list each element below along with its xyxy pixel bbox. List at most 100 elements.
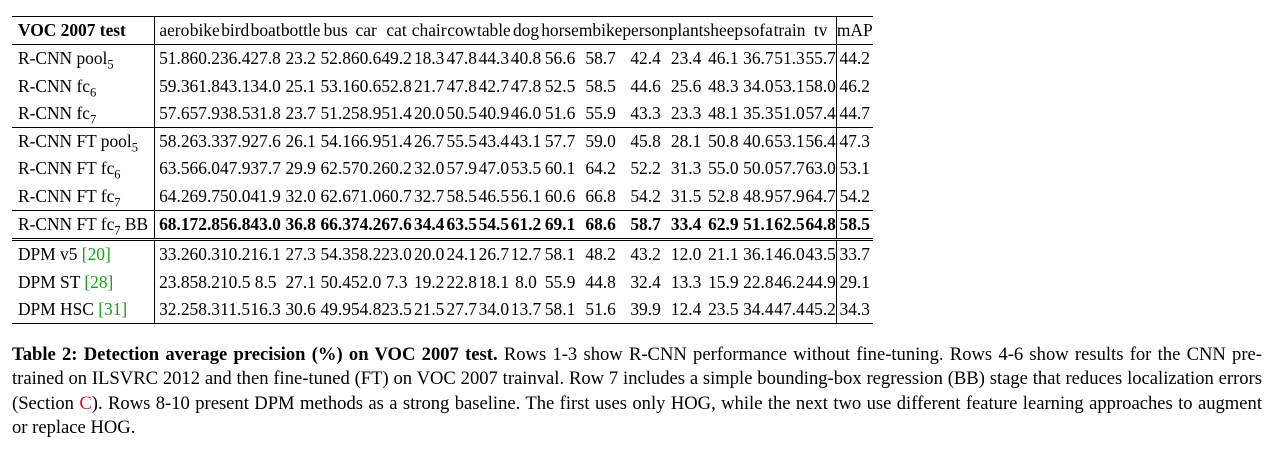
column-header-bike: bike [189,20,220,40]
cell-tv: 44.9 [805,268,837,296]
cell-cat: 23.5 [381,295,412,325]
cell-mbike: 58.5 [585,75,616,96]
row-label-subscript: 7 [114,223,121,238]
cell-cow: 57.9 [446,158,477,179]
row-label-base: R-CNN pool [18,48,108,69]
cell-mbike: 59.0 [578,127,623,156]
table-row: DPM v5 [20] 33.2 60.3 10.2 16.1 27.3 54.3 58.2 2… [12,238,873,269]
cell-bike: 61.8 [189,75,220,96]
cell-sheep: 48.1 [708,102,739,123]
cell-horse: 56.6 [544,48,576,69]
cell-sheep: 46.1 [708,48,739,69]
cell-mbike: 58.7 [585,48,616,69]
column-header-tv: tv [805,16,837,45]
cell-train: 53.1 [774,75,805,96]
cell-train: 53.1 [773,127,806,156]
cell-aero: 63.5 [159,158,190,179]
cell-cow: 58.5 [446,185,477,206]
cell-plant: 12.4 [668,295,704,325]
cell-map: 34.3 [836,295,873,325]
cell-chair: 18.3 [413,48,445,69]
cell-cat: 23.0 [381,238,412,269]
cell-bird: 10.5 [219,271,251,292]
cell-sofa: 22.8 [743,271,774,292]
cell-table: 46.5 [478,185,510,206]
row-label: R-CNN FT pool5 [12,127,156,156]
row-label: R-CNN FT fc6 [12,155,156,183]
cell-bus: 54.3 [320,238,351,269]
cell-bike: 57.9 [189,102,220,123]
citation-link[interactable]: [28] [84,271,114,292]
cell-sheep: 21.1 [703,238,744,269]
row-label-subscript: 5 [107,57,114,72]
cell-plant: 31.3 [670,158,702,179]
cell-train: 51.0 [774,102,805,123]
citation-link[interactable]: [20] [81,244,111,265]
cell-plant: 13.3 [670,271,702,292]
cell-sheep: 52.8 [708,185,739,206]
cell-bottle: 27.3 [280,238,321,269]
row-label-subscript: 7 [89,112,97,127]
column-header-horse: horse [541,20,579,40]
cell-tv: 57.4 [805,99,837,128]
cell-bottle: 36.8 [280,210,321,240]
cell-chair: 32.7 [413,185,445,206]
cell-bike: 72.8 [189,210,220,240]
row-label-subscript: 6 [89,85,97,100]
cell-table: 18.1 [478,271,510,292]
cell-aero: 64.2 [159,185,190,206]
cell-plant: 23.4 [670,48,702,69]
cell-car: 60.6 [350,75,382,96]
row-label-base: R-CNN FT fc [18,185,115,206]
cell-bus: 51.2 [320,102,351,123]
row-label-base: R-CNN FT fc [18,158,115,179]
cell-cat: 51.4 [381,102,412,123]
cell-mbike: 51.6 [578,295,623,325]
row-label-subscript: 6 [114,167,121,182]
cell-chair: 32.0 [413,158,445,179]
cell-bus: 62.6 [320,185,351,206]
cell-chair: 19.2 [413,271,445,292]
column-header-cat: cat [386,20,407,40]
cell-bus: 52.8 [320,48,351,69]
cell-person: 44.6 [630,75,661,96]
cell-dog: 13.7 [510,295,542,325]
row-label-base: R-CNN FT fc [18,214,115,235]
cell-horse: 58.1 [541,238,579,269]
cell-bird: 56.8 [219,210,251,240]
cell-horse: 60.6 [544,185,576,206]
cell-bird: 37.9 [219,127,251,156]
cell-dog: 40.8 [510,48,542,69]
cell-boat: 43.0 [250,210,281,240]
column-header-train: train [773,20,806,40]
row-label-base: DPM HSC [18,298,99,319]
cell-cat: 49.2 [381,48,412,69]
cell-bike: 63.3 [189,127,220,156]
header-row: VOC 2007 test aero bike bird boat bottle bus ca… [12,16,873,45]
table-row: R-CNN FT fc7 64.2 69.7 50.0 41.9 32.0 62.6 71.0… [12,182,873,211]
cell-bus: 53.1 [320,75,351,96]
cell-car: 60.6 [350,48,382,69]
table-row: R-CNN FT pool5 58.2 63.3 37.9 27.6 26.1 54.1 66… [12,127,873,156]
cell-sheep: 23.5 [703,295,744,325]
cell-chair: 26.7 [411,127,447,156]
cell-dog: 8.0 [515,271,537,292]
cell-map: 53.1 [839,158,870,179]
cell-car: 66.9 [350,127,382,156]
cell-aero: 58.2 [154,127,190,156]
cell-cow: 47.8 [446,48,477,69]
cell-mbike: 68.6 [578,210,623,240]
cell-cat: 51.4 [381,127,412,156]
cell-map: 54.2 [839,185,870,206]
column-header-sheep: sheep [703,20,744,40]
cell-cow: 50.5 [446,102,477,123]
column-header-boat: boat [250,20,281,40]
cell-sofa: 34.0 [743,75,774,96]
cell-bottle: 23.7 [285,102,316,123]
section-ref-link[interactable]: C [79,392,92,414]
cell-table: 54.5 [476,210,511,240]
column-header-table: table [476,20,511,40]
citation-link[interactable]: [31] [98,298,128,319]
cell-train: 57.9 [774,185,805,206]
table-row: DPM HSC [31] 32.2 58.3 11.5 16.3 30.6 49.9 54.8… [12,295,873,325]
